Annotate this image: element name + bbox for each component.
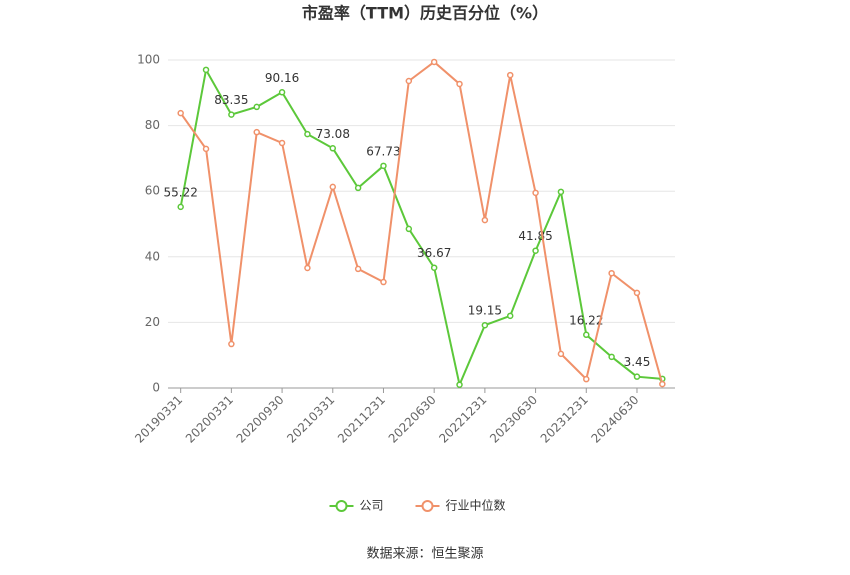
series-line — [179, 60, 664, 385]
legend-marker — [335, 500, 348, 512]
x-tick-label: 20211231 — [335, 393, 388, 446]
point — [608, 269, 615, 277]
x-tick-label: 20200331 — [183, 393, 236, 446]
x-tick-label: 20231231 — [538, 393, 591, 446]
point — [633, 373, 641, 380]
point — [405, 225, 413, 233]
point — [405, 77, 413, 85]
point — [380, 278, 387, 286]
legend-label: 行业中位数 — [446, 498, 506, 513]
point — [228, 340, 235, 348]
data-label: 19.15 — [468, 304, 502, 318]
point — [354, 265, 362, 273]
point — [202, 145, 210, 153]
point — [456, 381, 463, 388]
point — [506, 71, 514, 79]
point — [583, 331, 590, 339]
x-tick-label: 20240630 — [588, 393, 641, 446]
y-tick-label: 40 — [145, 249, 160, 263]
point — [506, 312, 514, 320]
point — [304, 264, 311, 272]
point — [253, 103, 260, 111]
x-tick-label: 20230630 — [487, 393, 540, 446]
y-tick-label: 100 — [137, 53, 160, 67]
point — [177, 203, 184, 211]
point — [228, 111, 235, 118]
x-tick-label: 20221231 — [436, 393, 489, 446]
point — [532, 247, 539, 254]
x-tick-label: 20190331 — [132, 393, 185, 446]
point — [278, 139, 286, 147]
data-label: 41.85 — [518, 229, 552, 243]
point — [557, 350, 565, 358]
point — [202, 66, 210, 74]
data-label: 16.22 — [569, 313, 603, 327]
point — [329, 145, 337, 152]
data-label: 83.35 — [214, 93, 248, 107]
y-tick-label: 60 — [145, 184, 160, 198]
data-label: 36.67 — [417, 246, 451, 260]
data-label: 90.16 — [265, 71, 299, 85]
source: 数据来源：恒生聚源 — [366, 547, 483, 562]
series-line — [179, 66, 663, 389]
x-tick-label: 20210331 — [284, 393, 337, 446]
x-tick-label: 20220630 — [386, 393, 439, 446]
point — [481, 321, 489, 329]
legend-marker — [421, 500, 434, 512]
point — [430, 264, 438, 271]
legend-label: 公司 — [360, 499, 384, 513]
data-label: 3.45 — [624, 355, 651, 369]
point — [557, 188, 565, 196]
point — [380, 162, 387, 170]
point — [354, 184, 362, 192]
point — [430, 58, 438, 66]
data-label: 73.08 — [316, 127, 350, 141]
point — [253, 128, 260, 136]
point — [177, 109, 184, 117]
point — [481, 216, 489, 224]
point — [659, 380, 666, 388]
point — [304, 130, 311, 138]
point — [633, 289, 641, 297]
y-tick-label: 80 — [145, 118, 160, 132]
data-label: 55.22 — [163, 185, 197, 199]
point — [329, 183, 337, 191]
point — [583, 375, 590, 383]
point — [608, 353, 615, 361]
point — [532, 189, 539, 197]
x-tick-label: 20200930 — [234, 393, 287, 446]
data-label: 67.73 — [366, 144, 400, 158]
y-tick-label: 0 — [152, 381, 160, 395]
point — [456, 80, 463, 88]
chart-title: 市盈率（TTM）历史百分位（%） — [302, 4, 548, 23]
y-tick-label: 20 — [145, 315, 160, 329]
point — [278, 89, 286, 96]
